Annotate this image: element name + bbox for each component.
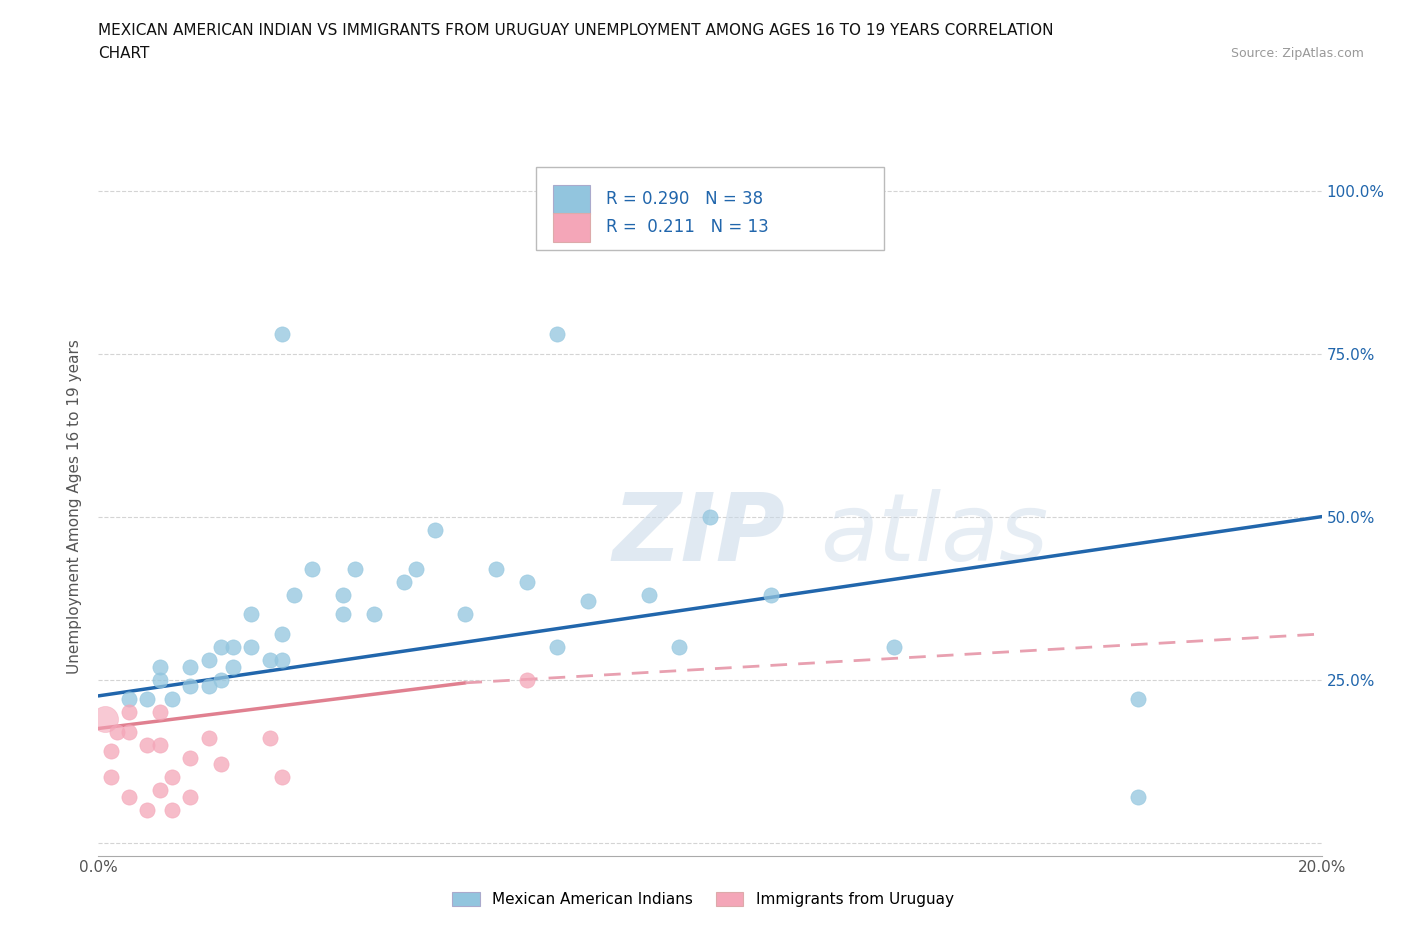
Point	[270, 770, 292, 785]
Point	[118, 790, 141, 804]
Legend: Mexican American Indians, Immigrants from Uruguay: Mexican American Indians, Immigrants fro…	[446, 885, 960, 913]
Point	[179, 679, 201, 694]
Point	[118, 705, 141, 720]
Point	[136, 737, 159, 752]
Point	[1128, 790, 1150, 804]
Text: R =  0.211   N = 13: R = 0.211 N = 13	[606, 219, 769, 236]
Point	[105, 724, 128, 739]
Text: atlas: atlas	[820, 489, 1049, 580]
Point	[100, 744, 122, 759]
Point	[179, 751, 201, 765]
Point	[100, 770, 122, 785]
Point	[240, 607, 263, 622]
Point	[270, 326, 292, 341]
Point	[222, 640, 245, 655]
Point	[363, 607, 385, 622]
Y-axis label: Unemployment Among Ages 16 to 19 years: Unemployment Among Ages 16 to 19 years	[67, 339, 83, 674]
Text: ZIP: ZIP	[612, 489, 785, 580]
Point	[149, 659, 172, 674]
Point	[1128, 692, 1150, 707]
Point	[332, 607, 354, 622]
Point	[179, 659, 201, 674]
Point	[209, 672, 232, 687]
FancyBboxPatch shape	[554, 184, 591, 214]
Point	[699, 510, 721, 525]
Point	[149, 705, 172, 720]
Point	[759, 588, 782, 603]
Point	[160, 803, 183, 817]
Point	[637, 588, 661, 603]
Text: Source: ZipAtlas.com: Source: ZipAtlas.com	[1230, 46, 1364, 60]
FancyBboxPatch shape	[536, 167, 884, 250]
Point	[259, 731, 281, 746]
Point	[149, 737, 172, 752]
Point	[197, 731, 219, 746]
Point	[149, 783, 172, 798]
Point	[118, 724, 141, 739]
Point	[301, 562, 323, 577]
Point	[118, 692, 141, 707]
Point	[883, 640, 905, 655]
Point	[209, 640, 232, 655]
Text: CHART: CHART	[98, 46, 150, 61]
Point	[136, 692, 159, 707]
Point	[240, 640, 263, 655]
Point	[485, 562, 508, 577]
Point	[516, 672, 538, 687]
Point	[423, 523, 446, 538]
Point	[149, 672, 172, 687]
Point	[222, 659, 245, 674]
Point	[516, 575, 538, 590]
Point	[546, 640, 568, 655]
FancyBboxPatch shape	[554, 213, 591, 242]
Point	[546, 326, 568, 341]
Text: R = 0.290   N = 38: R = 0.290 N = 38	[606, 191, 763, 208]
Point	[454, 607, 477, 622]
Point	[136, 803, 159, 817]
Point	[93, 711, 115, 726]
Text: MEXICAN AMERICAN INDIAN VS IMMIGRANTS FROM URUGUAY UNEMPLOYMENT AMONG AGES 16 TO: MEXICAN AMERICAN INDIAN VS IMMIGRANTS FR…	[98, 23, 1054, 38]
Point	[405, 562, 427, 577]
Point	[344, 562, 367, 577]
Point	[283, 588, 305, 603]
Point	[576, 594, 599, 609]
Point	[197, 679, 219, 694]
Point	[179, 790, 201, 804]
Point	[392, 575, 416, 590]
Point	[259, 653, 281, 668]
Point	[270, 627, 292, 642]
Point	[668, 640, 690, 655]
Point	[160, 692, 183, 707]
Point	[332, 588, 354, 603]
Point	[270, 653, 292, 668]
Point	[209, 757, 232, 772]
Point	[197, 653, 219, 668]
Point	[160, 770, 183, 785]
